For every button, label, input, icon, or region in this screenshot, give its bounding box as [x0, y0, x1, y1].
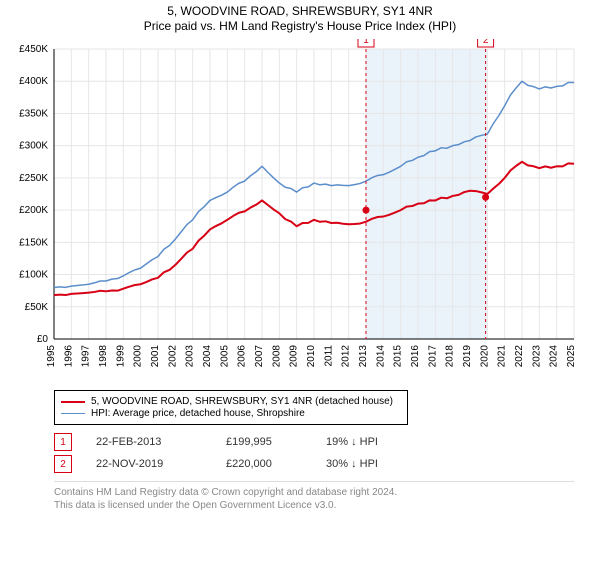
svg-text:2018: 2018 [445, 345, 456, 368]
marker-delta: 19% ↓ HPI [326, 436, 426, 448]
footer: Contains HM Land Registry data © Crown c… [54, 481, 574, 512]
svg-text:1998: 1998 [98, 345, 109, 368]
marker-badge: 1 [54, 433, 72, 451]
svg-text:2010: 2010 [306, 345, 317, 368]
footer-line: This data is licensed under the Open Gov… [54, 499, 574, 512]
marker-price: £199,995 [226, 436, 326, 448]
svg-text:£0: £0 [37, 334, 49, 345]
chart-title: 5, WOODVINE ROAD, SHREWSBURY, SY1 4NR [0, 4, 600, 18]
svg-text:£300K: £300K [19, 141, 48, 152]
svg-text:£450K: £450K [19, 44, 48, 55]
svg-text:2022: 2022 [514, 345, 525, 368]
svg-text:2006: 2006 [237, 345, 248, 368]
marker-price: £220,000 [226, 458, 326, 470]
svg-text:1995: 1995 [46, 345, 57, 368]
svg-text:1999: 1999 [115, 345, 126, 368]
svg-text:£50K: £50K [25, 302, 49, 313]
svg-text:1996: 1996 [63, 345, 74, 368]
svg-text:2020: 2020 [479, 345, 490, 368]
chart-area: £0 £50K £100K £150K £200K £250K £300K £350K £400… [0, 39, 600, 384]
marker-delta: 30% ↓ HPI [326, 458, 426, 470]
markers-table: 1 22-FEB-2013 £199,995 19% ↓ HPI 2 22-NO… [54, 433, 600, 473]
svg-text:2019: 2019 [462, 345, 473, 368]
svg-text:2004: 2004 [202, 345, 213, 368]
legend-item: 5, WOODVINE ROAD, SHREWSBURY, SY1 4NR (d… [61, 396, 401, 407]
svg-text:2001: 2001 [150, 345, 161, 368]
svg-text:2025: 2025 [566, 345, 577, 368]
svg-text:£150K: £150K [19, 237, 48, 248]
svg-text:2002: 2002 [167, 345, 178, 368]
legend-swatch [61, 413, 85, 414]
svg-text:2013: 2013 [358, 345, 369, 368]
svg-text:2024: 2024 [549, 345, 560, 368]
marker-date: 22-NOV-2019 [96, 458, 226, 470]
svg-text:2012: 2012 [341, 345, 352, 368]
svg-text:2016: 2016 [410, 345, 421, 368]
svg-text:2021: 2021 [497, 345, 508, 368]
legend-label: HPI: Average price, detached house, Shro… [91, 408, 305, 419]
legend-label: 5, WOODVINE ROAD, SHREWSBURY, SY1 4NR (d… [91, 396, 393, 407]
marker-row: 1 22-FEB-2013 £199,995 19% ↓ HPI [54, 433, 600, 451]
chart-subtitle: Price paid vs. HM Land Registry's House … [0, 19, 600, 33]
marker-date: 22-FEB-2013 [96, 436, 226, 448]
svg-text:2000: 2000 [133, 345, 144, 368]
svg-text:2011: 2011 [323, 345, 334, 367]
svg-text:£250K: £250K [19, 173, 48, 184]
footer-line: Contains HM Land Registry data © Crown c… [54, 486, 574, 499]
svg-text:£200K: £200K [19, 205, 48, 216]
marker-badge: 2 [54, 455, 72, 473]
svg-text:£350K: £350K [19, 108, 48, 119]
svg-text:2003: 2003 [185, 345, 196, 368]
svg-text:2014: 2014 [375, 345, 386, 368]
chart-svg: £0 £50K £100K £150K £200K £250K £300K £350K £400… [0, 39, 586, 379]
svg-text:2015: 2015 [393, 345, 404, 368]
legend-item: HPI: Average price, detached house, Shro… [61, 408, 401, 419]
svg-text:2023: 2023 [531, 345, 542, 368]
svg-text:2005: 2005 [219, 345, 230, 368]
svg-text:2009: 2009 [289, 345, 300, 368]
svg-text:2007: 2007 [254, 345, 265, 368]
svg-text:£100K: £100K [19, 270, 48, 281]
svg-text:£400K: £400K [19, 76, 48, 87]
legend-swatch [61, 401, 85, 403]
svg-text:2008: 2008 [271, 345, 282, 368]
legend: 5, WOODVINE ROAD, SHREWSBURY, SY1 4NR (d… [54, 390, 408, 425]
svg-text:2: 2 [483, 39, 489, 46]
svg-text:1: 1 [363, 39, 369, 46]
marker-row: 2 22-NOV-2019 £220,000 30% ↓ HPI [54, 455, 600, 473]
svg-text:1997: 1997 [81, 345, 92, 368]
svg-text:2017: 2017 [427, 345, 438, 368]
